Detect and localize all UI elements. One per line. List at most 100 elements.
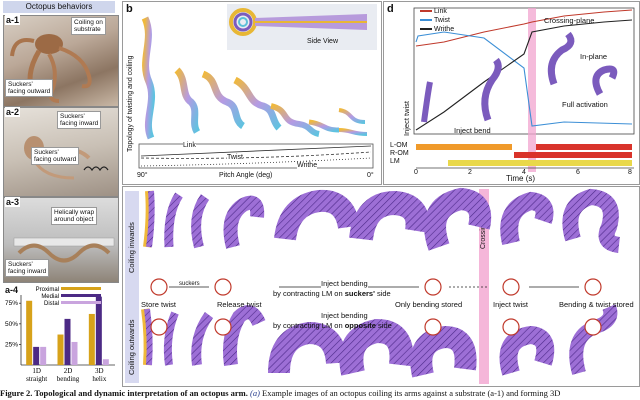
legend-link-label: Link: [434, 8, 447, 15]
legend-swatch: [61, 294, 101, 297]
panel-a-title: Octopus behaviors: [3, 1, 115, 13]
x-axis-title: Pitch Angle (deg): [219, 172, 273, 179]
legend-link: Link: [420, 8, 447, 15]
tag-suckers-inward-a2: Suckers' facing inward: [57, 111, 102, 129]
caption-lead: Figure 2. Topological and dynamic interp…: [0, 388, 248, 398]
legend-twist-label: Twist: [434, 17, 450, 24]
caption-rest: Example images of an octopus coiling its…: [259, 388, 561, 398]
curve-label-twist: Twist: [227, 154, 243, 161]
legend-writhe: Writhe: [420, 26, 454, 33]
x-tick: 2: [468, 169, 472, 176]
legend-label: Distal: [44, 301, 59, 307]
step-bending-twist-stored: Bending & twist stored: [559, 300, 634, 309]
helix-illustrations: [141, 16, 368, 140]
legend-label: Proximal: [36, 287, 59, 293]
y-tick-label: 75%: [5, 300, 18, 307]
side-view-illustration: [229, 8, 367, 36]
crossing-plane-band: [479, 189, 489, 384]
inject-bending-bottom: Inject bending: [321, 311, 368, 320]
contracting-top-bold: suckers': [344, 289, 375, 298]
label-a4: a-4: [5, 285, 19, 295]
label-a2: a-2: [5, 107, 21, 117]
bar: [64, 318, 71, 365]
panel-c: c Coiling inwards Coiling outwards Cross…: [122, 186, 640, 387]
legend-twist: Twist: [420, 17, 450, 24]
contracting-bottom-post: side: [375, 321, 392, 330]
tick-90: 90°: [137, 172, 148, 179]
legend-label: Medial: [41, 294, 59, 300]
x-tick: 8: [628, 169, 632, 176]
contracting-bottom-bold: opposite: [344, 321, 376, 330]
step-inject-twist: Inject twist: [493, 300, 529, 309]
time-plot: [413, 7, 635, 172]
category-label: straight: [26, 375, 47, 383]
legend-writhe-label: Writhe: [434, 26, 455, 33]
row-label-coiling-inwards: Coiling inwards: [127, 222, 136, 273]
contracting-top: by contracting LM on suckers' side: [273, 289, 391, 298]
row-label-l-om: L-OM: [390, 142, 408, 149]
bar: [33, 346, 40, 365]
label-a1: a-1: [5, 15, 21, 25]
annotation-inject-bend: Inject bend: [454, 126, 491, 135]
tag-helically-wrap: Helically wrap around object: [51, 207, 98, 225]
step-store-twist: Store twist: [141, 300, 177, 309]
x-tick: 4: [522, 169, 526, 176]
contracting-top-pre: by contracting LM on: [273, 289, 345, 298]
step-release-twist: Release twist: [217, 300, 262, 309]
octopus-illustration: [10, 34, 92, 103]
category-label: bending: [57, 375, 80, 383]
y-tick-label: 50%: [5, 321, 18, 328]
category-label: 2D: [64, 367, 73, 375]
octopus-illustration: [13, 237, 115, 263]
category-label: helix: [92, 375, 106, 383]
legend-swatch: [61, 287, 101, 290]
label-a3: a-3: [5, 197, 21, 207]
pitch-plot: [138, 143, 374, 169]
annotation-crossing-plane: Crossing-plane: [544, 16, 595, 25]
x-axis-label: Time (s): [506, 174, 536, 183]
bar: [88, 313, 95, 365]
curve-label-link: Link: [183, 142, 196, 149]
side-view-label: Side View: [307, 38, 339, 45]
label-b: b: [126, 3, 133, 15]
x-tick: 0: [414, 169, 418, 176]
category-label: 1D: [32, 367, 41, 375]
tick-0: 0°: [367, 172, 374, 179]
tag-coiling-substrate: Coiling on substrate: [71, 17, 106, 35]
legend-swatch: [61, 301, 101, 304]
contracting-bottom-pre: by contracting LM on: [273, 321, 345, 330]
side-view-box: Side View: [227, 4, 377, 50]
panel-d: d Link Twist Writhe Crossing-plane In-pl…: [383, 1, 640, 185]
y-tick-label: 25%: [5, 341, 18, 348]
bar: [102, 359, 109, 365]
x-tick: 6: [576, 169, 580, 176]
figure-caption: Figure 2. Topological and dynamic interp…: [0, 388, 640, 400]
row-label-lm: LM: [390, 158, 400, 165]
contracting-bottom: by contracting LM on opposite side: [273, 321, 392, 330]
bar: [26, 300, 33, 365]
row-label-coiling-outwards: Coiling outwards: [127, 319, 136, 375]
y-axis-title: Topology of twisting and coiling: [127, 55, 134, 152]
tag-suckers-outward-a2: Suckers' facing outward: [31, 147, 80, 165]
arm-illustrations: [141, 187, 621, 378]
annotation-in-plane: In-plane: [580, 52, 608, 61]
annotation-full-activation: Full activation: [562, 100, 608, 109]
tag-suckers-inward-a3: Suckers' facing inward: [5, 259, 50, 277]
step-only-bending-stored: Only bending stored: [395, 300, 463, 309]
bar: [95, 296, 102, 365]
contracting-top-post: side: [374, 289, 391, 298]
label-d: d: [387, 3, 394, 15]
inject-bending-top: Inject bending: [321, 279, 368, 288]
category-label: 3D: [95, 367, 104, 375]
suckers-label: suckers: [179, 281, 200, 287]
row-label-strip: [125, 191, 139, 383]
bar: [71, 341, 78, 365]
annotation-inject-twist: Inject twist: [402, 100, 411, 136]
panel-a: Octopus behaviors a-1 Coiling on substra…: [1, 1, 119, 385]
row-label-r-om: R-OM: [390, 150, 409, 157]
panel-b: b Topology of twisting and coiling Side …: [122, 1, 382, 185]
bar: [40, 346, 47, 365]
caption-part: (a): [249, 388, 260, 398]
bar: [57, 334, 64, 365]
